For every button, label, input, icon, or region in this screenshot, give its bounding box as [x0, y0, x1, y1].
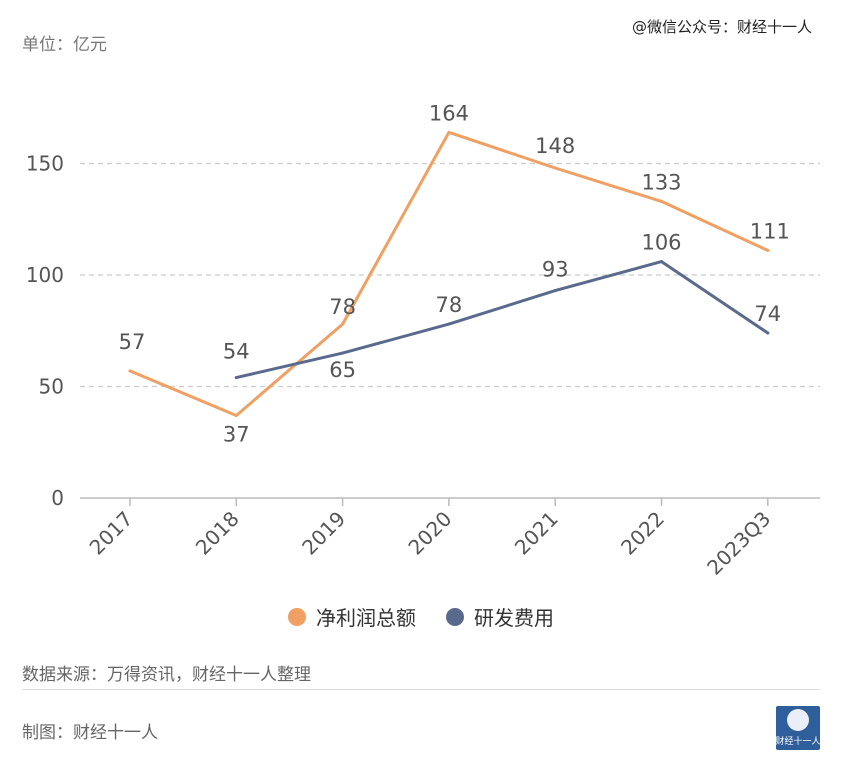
data-label-0-6: 111	[750, 219, 790, 243]
data-point-1-4	[553, 289, 557, 293]
series-lines	[128, 130, 770, 417]
legend-dot-rd	[446, 607, 464, 626]
data-label-1-6: 74	[754, 302, 781, 326]
data-label-0-0: 57	[119, 330, 146, 354]
x-tick-label-2021: 2021	[510, 507, 563, 560]
data-label-0-3: 164	[429, 101, 469, 125]
y-tick-label-50: 50	[39, 375, 64, 399]
divider	[22, 689, 820, 690]
data-label-0-5: 133	[641, 170, 681, 194]
x-tick-label-2017: 2017	[85, 507, 138, 560]
data-label-0-2: 78	[329, 295, 356, 319]
data-label-1-3: 78	[436, 293, 463, 317]
legend-item-profit[interactable]: 净利润总额	[288, 602, 416, 631]
data-point-1-6	[766, 331, 770, 335]
data-label-1-2: 65	[329, 358, 356, 382]
legend-label-profit: 净利润总额	[316, 606, 416, 630]
data-point-0-2	[341, 322, 345, 326]
data-label-0-1: 37	[223, 422, 250, 446]
data-label-0-4: 148	[535, 134, 575, 158]
legend-item-rd[interactable]: 研发费用	[446, 602, 554, 631]
brand-logo: 财经十一人	[775, 706, 821, 750]
x-tick-label-2018: 2018	[191, 507, 244, 560]
series-line-1	[234, 260, 770, 380]
data-point-0-6	[766, 248, 770, 252]
x-tick-label-2022: 2022	[616, 507, 669, 560]
data-point-0-4	[553, 166, 557, 170]
maker-note: 制图：财经十一人	[22, 723, 158, 743]
unit-label: 单位：亿元	[22, 35, 107, 55]
axes: 0 50 100 150 2017 2018 2019 2020 2021 2022 2023Q3	[26, 152, 820, 580]
legend: 净利润总额 研发费用	[0, 602, 842, 631]
data-point-0-5	[660, 199, 663, 203]
legend-dot-profit	[288, 607, 306, 626]
x-tick-label-2020: 2020	[403, 507, 456, 560]
legend-label-rd: 研发费用	[474, 606, 554, 630]
data-point-1-2	[341, 351, 345, 355]
grid-lines	[80, 162, 820, 388]
y-tick-label-0: 0	[51, 486, 64, 510]
data-label-1-1: 54	[223, 340, 250, 364]
data-label-1-5: 106	[641, 231, 681, 255]
source-note: 数据来源：万得资讯，财经十一人整理	[22, 665, 311, 685]
data-point-1-5	[660, 260, 663, 264]
data-point-1-1	[234, 376, 238, 380]
data-labels: 57 37 78 164 148 133 111 54 65 78 93 106 74	[119, 101, 790, 446]
x-tick-label-2019: 2019	[297, 507, 350, 560]
x-tick-label-2023Q3: 2023Q3	[702, 507, 775, 580]
watermark: @微信公众号：财经十一人	[632, 18, 813, 36]
logo-text: 财经十一人	[775, 737, 821, 747]
data-label-1-4: 93	[542, 258, 569, 282]
y-tick-label-100: 100	[26, 263, 64, 287]
data-point-0-1	[234, 413, 238, 417]
data-point-1-3	[447, 322, 451, 326]
globe-icon	[787, 709, 809, 731]
data-point-0-3	[447, 130, 451, 134]
data-point-0-0	[128, 369, 132, 373]
y-tick-label-150: 150	[26, 152, 64, 176]
